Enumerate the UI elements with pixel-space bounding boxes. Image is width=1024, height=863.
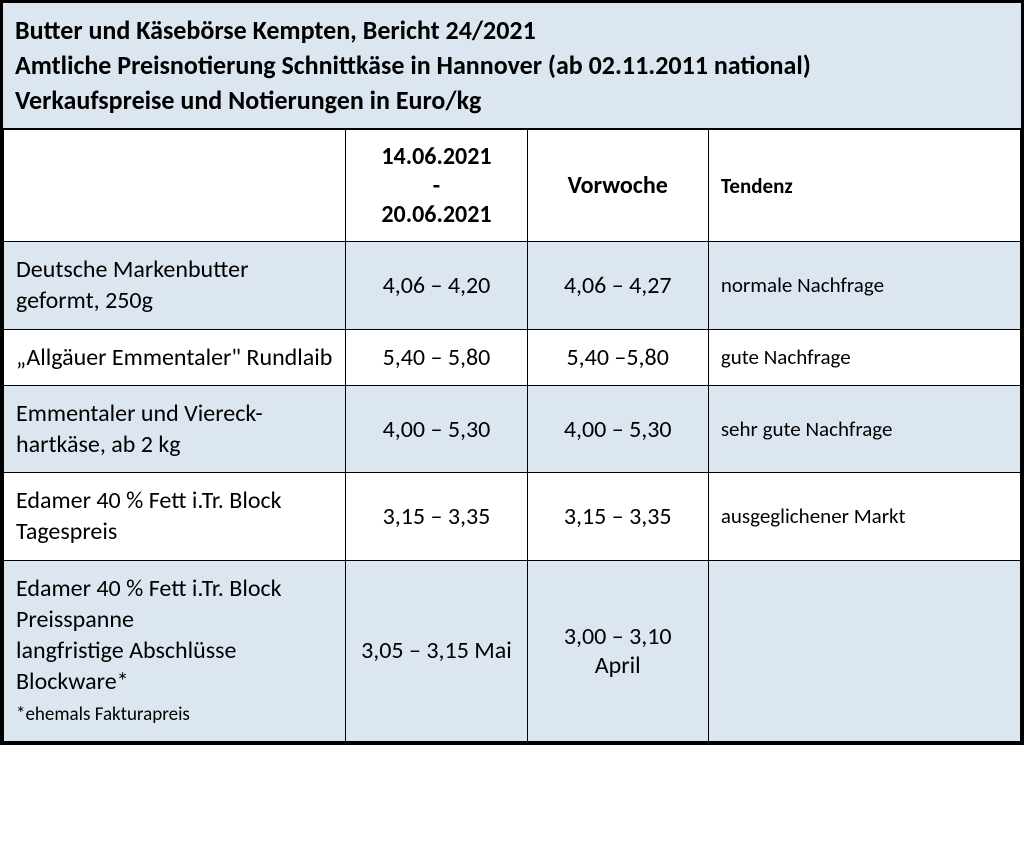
- table-row: Emmentaler und Viereck-hartkäse, ab 2 kg…: [4, 385, 1021, 472]
- current-cell: 4,00 – 5,30: [346, 385, 527, 472]
- price-table: 14.06.2021 - 20.06.2021 Vorwoche Tendenz…: [3, 129, 1021, 741]
- product-cell: Edamer 40 % Fett i.Tr. Block Tagespreis: [4, 473, 346, 560]
- previous-cell: 4,06 – 4,27: [527, 242, 708, 329]
- table-row: „Allgäuer Emmentaler" Rundlaib 5,40 – 5,…: [4, 329, 1021, 385]
- price-table-container: Butter und Käsebörse Kempten, Bericht 24…: [0, 0, 1024, 745]
- trend-cell: gute Nachfrage: [708, 329, 1020, 385]
- table-row: Edamer 40 % Fett i.Tr. Block Tagespreis …: [4, 473, 1021, 560]
- table-body: Deutsche Markenbutter geformt, 250g 4,06…: [4, 242, 1021, 741]
- header-line-2: Amtliche Preisnotierung Schnittkäse in H…: [15, 48, 1009, 83]
- table-header-section: Butter und Käsebörse Kempten, Bericht 24…: [3, 3, 1021, 129]
- product-footnote: *ehemals Fakturapreis: [16, 703, 190, 726]
- column-header-row: 14.06.2021 - 20.06.2021 Vorwoche Tendenz: [4, 130, 1021, 242]
- previous-cell: 3,00 – 3,10 April: [527, 560, 708, 741]
- col-header-current: 14.06.2021 - 20.06.2021: [346, 130, 527, 242]
- table-row: Edamer 40 % Fett i.Tr. Block Preisspanne…: [4, 560, 1021, 741]
- current-cell: 4,06 – 4,20: [346, 242, 527, 329]
- product-cell: Edamer 40 % Fett i.Tr. Block Preisspanne…: [4, 560, 346, 741]
- product-cell: Deutsche Markenbutter geformt, 250g: [4, 242, 346, 329]
- col-header-product: [4, 130, 346, 242]
- header-line-3: Verkaufspreise und Notierungen in Euro/k…: [15, 83, 1009, 118]
- current-cell: 5,40 – 5,80: [346, 329, 527, 385]
- trend-cell: ausgeglichener Markt: [708, 473, 1020, 560]
- header-line-1: Butter und Käsebörse Kempten, Bericht 24…: [15, 13, 1009, 48]
- trend-cell: normale Nachfrage: [708, 242, 1020, 329]
- col-header-previous: Vorwoche: [527, 130, 708, 242]
- table-row: Deutsche Markenbutter geformt, 250g 4,06…: [4, 242, 1021, 329]
- product-text: Edamer 40 % Fett i.Tr. Block Preisspanne…: [16, 574, 282, 697]
- product-cell: Emmentaler und Viereck-hartkäse, ab 2 kg: [4, 385, 346, 472]
- previous-cell: 3,15 – 3,35: [527, 473, 708, 560]
- product-cell: „Allgäuer Emmentaler" Rundlaib: [4, 329, 346, 385]
- current-cell: 3,05 – 3,15 Mai: [346, 560, 527, 741]
- previous-cell: 5,40 –5,80: [527, 329, 708, 385]
- col-header-trend: Tendenz: [708, 130, 1020, 242]
- trend-cell: sehr gute Nachfrage: [708, 385, 1020, 472]
- previous-cell: 4,00 – 5,30: [527, 385, 708, 472]
- current-cell: 3,15 – 3,35: [346, 473, 527, 560]
- trend-cell: [708, 560, 1020, 741]
